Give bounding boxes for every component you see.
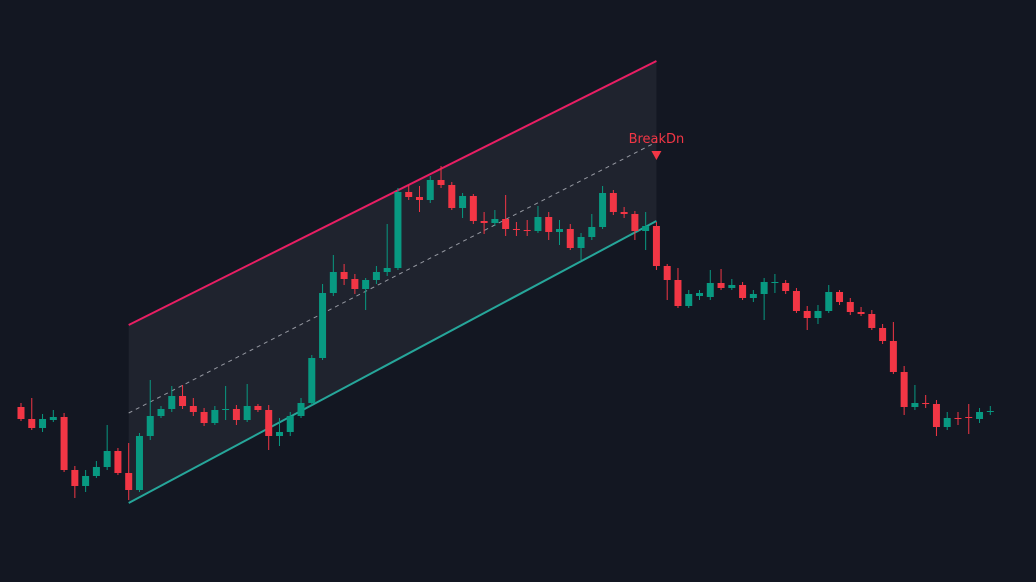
candle-body	[696, 293, 704, 296]
candle-body	[760, 282, 768, 294]
channel-fill	[128, 61, 657, 503]
candle-body	[577, 237, 585, 248]
candle-body	[265, 410, 273, 436]
candle-body	[825, 292, 833, 311]
candle-body	[814, 311, 822, 318]
channel-middle	[128, 141, 657, 414]
candle-body	[868, 314, 876, 328]
candle-body	[663, 266, 671, 280]
candle-body	[340, 272, 348, 279]
candle-body	[17, 407, 25, 419]
candle-body	[211, 410, 219, 423]
candle-body	[836, 292, 844, 302]
candle-body	[803, 311, 811, 318]
candle-body	[275, 432, 283, 436]
candle-body	[782, 283, 790, 291]
candle-body	[71, 470, 79, 486]
candle-body	[28, 419, 36, 428]
candle-body	[965, 417, 973, 418]
candle-body	[286, 416, 294, 432]
candle-body	[674, 280, 682, 306]
candle-body	[502, 219, 510, 229]
candle-body	[534, 217, 542, 231]
candle-body	[771, 282, 779, 283]
candle-body	[168, 396, 176, 409]
candle-body	[620, 212, 628, 214]
candle-body	[308, 358, 316, 403]
candle-body	[319, 293, 327, 358]
candle-body	[329, 272, 337, 293]
candle-body	[599, 193, 607, 227]
candle-body	[157, 409, 165, 416]
candle-body	[459, 196, 467, 208]
candle-body	[900, 372, 908, 407]
candle-body	[911, 403, 919, 407]
annotation-label: BreakDn	[629, 132, 685, 147]
candle-body	[491, 219, 499, 223]
candle-body	[480, 221, 488, 223]
candle-body	[857, 312, 865, 314]
candle-body	[362, 280, 370, 289]
candle-body	[92, 467, 100, 476]
candle-body	[415, 197, 423, 200]
candle-body	[125, 473, 133, 490]
candle-body	[523, 230, 531, 231]
candle-body	[351, 279, 359, 289]
channel-lower	[128, 220, 657, 504]
candle-body	[588, 227, 596, 237]
candle-body	[846, 302, 854, 312]
channel-upper	[128, 60, 657, 326]
candle-body	[179, 396, 187, 406]
candle-body	[103, 451, 111, 467]
candle-body	[297, 403, 305, 416]
candle-body	[189, 406, 197, 412]
candle-body	[609, 193, 617, 212]
candle-body	[728, 285, 736, 288]
candle-body	[556, 229, 563, 232]
candle-body	[889, 341, 897, 372]
candle-body	[642, 226, 650, 231]
candle-body	[146, 416, 154, 436]
candle-body	[448, 185, 456, 208]
candle-body	[437, 180, 445, 185]
candle-body	[39, 419, 47, 428]
annotation-marker	[651, 151, 662, 160]
candle-body	[232, 409, 240, 420]
candle-body	[922, 403, 930, 404]
candle-body	[566, 229, 574, 248]
candle-body	[749, 294, 757, 298]
candle-body	[114, 451, 122, 473]
candle-body	[943, 418, 951, 427]
candle-body	[394, 192, 402, 268]
candle-body	[372, 272, 380, 280]
candle-body	[706, 283, 714, 297]
candle-body	[512, 229, 520, 230]
candle-body	[739, 285, 747, 298]
candle-body	[254, 406, 262, 410]
candle-body	[60, 417, 68, 470]
candle-body	[383, 268, 391, 272]
candle-body	[685, 294, 693, 306]
candle-body	[717, 283, 725, 288]
candle-body	[405, 192, 413, 197]
candle-body	[652, 226, 660, 266]
candle-body	[792, 291, 800, 311]
candle-body	[545, 217, 553, 232]
candle-body	[426, 180, 434, 200]
candle-body	[986, 411, 994, 412]
candle-body	[469, 196, 477, 221]
candle-body	[49, 417, 57, 420]
candle-body	[82, 476, 90, 486]
candle-body	[976, 412, 984, 419]
candle-body	[243, 406, 251, 420]
candle-body	[135, 436, 143, 490]
candle-body	[200, 412, 208, 423]
candle-body	[631, 214, 639, 231]
candle-body	[879, 328, 887, 341]
candle-body	[932, 404, 940, 427]
candle-body	[222, 409, 230, 410]
candle-body	[954, 418, 962, 419]
